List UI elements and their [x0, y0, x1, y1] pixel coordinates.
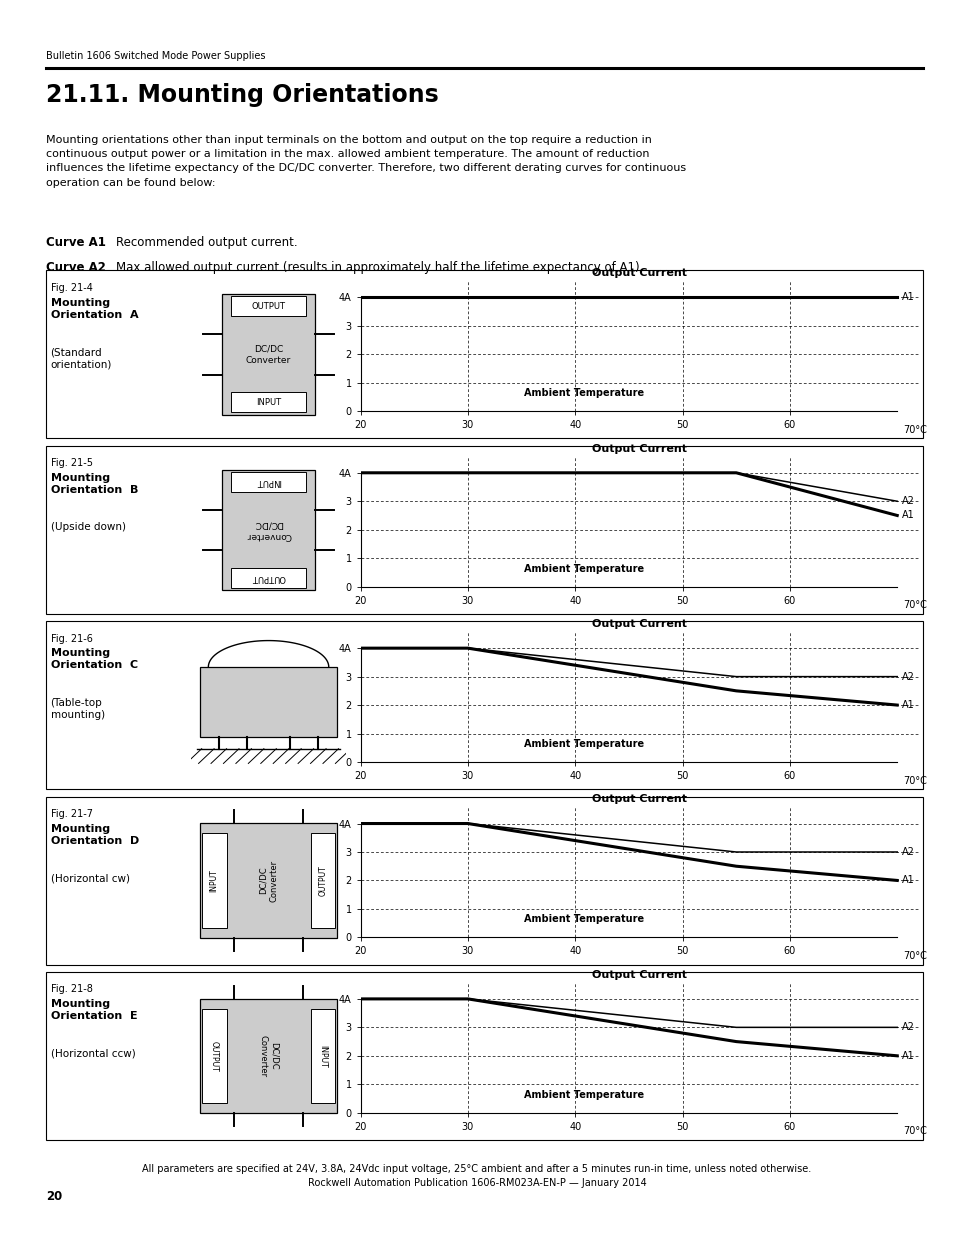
Bar	[222, 294, 314, 415]
Bar	[311, 834, 335, 927]
Text: Fig. 21-7: Fig. 21-7	[51, 809, 92, 819]
Text: 20: 20	[46, 1189, 62, 1203]
Text: (Horizontal cw): (Horizontal cw)	[51, 873, 130, 883]
Bar	[46, 621, 923, 789]
Text: OUTPUT: OUTPUT	[252, 573, 285, 583]
Text: Ambient Temperature: Ambient Temperature	[523, 739, 643, 748]
Text: INPUT: INPUT	[255, 398, 281, 408]
Text: INPUT: INPUT	[318, 1045, 327, 1067]
Text: 70°C: 70°C	[902, 425, 926, 435]
Text: INPUT: INPUT	[210, 869, 218, 892]
Bar	[222, 469, 314, 590]
Text: DC/DC
Converter: DC/DC Converter	[258, 860, 278, 902]
Title: Output Current: Output Current	[592, 619, 686, 629]
Text: A2: A2	[901, 1023, 913, 1032]
Bar	[231, 568, 306, 588]
Text: Ambient Temperature: Ambient Temperature	[523, 914, 643, 924]
Text: Max allowed output current (results in approximately half the lifetime expectanc: Max allowed output current (results in a…	[116, 261, 643, 274]
Text: Mounting
Orientation  E: Mounting Orientation E	[51, 999, 137, 1021]
Text: (Table-top
mounting): (Table-top mounting)	[51, 698, 105, 720]
Text: OUTPUT: OUTPUT	[252, 301, 285, 311]
Text: OUTPUT: OUTPUT	[318, 866, 327, 895]
Text: Fig. 21-6: Fig. 21-6	[51, 634, 92, 643]
Text: Fig. 21-8: Fig. 21-8	[51, 984, 92, 994]
Bar	[46, 270, 923, 438]
Text: Ambient Temperature: Ambient Temperature	[523, 563, 643, 573]
Bar	[231, 472, 306, 492]
Text: Recommended output current.: Recommended output current.	[116, 236, 297, 249]
Bar	[46, 446, 923, 614]
Text: A2: A2	[901, 672, 913, 682]
Text: A2: A2	[901, 496, 913, 506]
Bar	[200, 999, 336, 1113]
Text: OUTPUT: OUTPUT	[210, 1041, 218, 1071]
Text: Curve A2: Curve A2	[46, 261, 106, 274]
Bar	[200, 824, 336, 937]
Text: Fig. 21-5: Fig. 21-5	[51, 458, 92, 468]
Text: Mounting
Orientation  C: Mounting Orientation C	[51, 648, 137, 671]
Title: Output Current: Output Current	[592, 443, 686, 453]
Title: Output Current: Output Current	[592, 969, 686, 979]
Text: A1: A1	[901, 700, 913, 710]
Text: Mounting
Orientation  B: Mounting Orientation B	[51, 473, 138, 495]
Text: DC/DC
Converter: DC/DC Converter	[246, 345, 291, 364]
Text: Bulletin 1606 Switched Mode Power Supplies: Bulletin 1606 Switched Mode Power Suppli…	[46, 51, 265, 61]
Bar	[231, 393, 306, 412]
Text: A1: A1	[901, 510, 913, 520]
Bar	[231, 296, 306, 316]
Text: Mounting orientations other than input terminals on the bottom and output on the: Mounting orientations other than input t…	[46, 135, 685, 188]
Bar	[46, 972, 923, 1140]
Text: A1: A1	[901, 1051, 913, 1061]
Bar	[201, 834, 226, 927]
Text: Ambient Temperature: Ambient Temperature	[523, 388, 643, 398]
Text: (Horizontal ccw): (Horizontal ccw)	[51, 1049, 135, 1058]
Text: Mounting
Orientation  D: Mounting Orientation D	[51, 824, 139, 846]
Bar	[201, 1009, 226, 1103]
Text: Ambient Temperature: Ambient Temperature	[523, 1089, 643, 1099]
Text: Fig. 21-4: Fig. 21-4	[51, 283, 92, 293]
Text: 21.11. Mounting Orientations: 21.11. Mounting Orientations	[46, 83, 438, 106]
Text: A1: A1	[901, 876, 913, 885]
Title: Output Current: Output Current	[592, 268, 686, 278]
Text: Converter
DC/DC: Converter DC/DC	[246, 520, 291, 540]
Text: INPUT: INPUT	[255, 477, 281, 487]
Text: 70°C: 70°C	[902, 776, 926, 785]
Bar	[46, 797, 923, 965]
Bar	[200, 667, 336, 736]
Bar	[311, 1009, 335, 1103]
Text: A1: A1	[901, 293, 913, 303]
Text: 70°C: 70°C	[902, 600, 926, 610]
Text: Curve A1: Curve A1	[46, 236, 106, 249]
Text: DC/DC
Converter: DC/DC Converter	[258, 1035, 278, 1077]
Text: Mounting
Orientation  A: Mounting Orientation A	[51, 298, 138, 320]
Text: (Standard
orientation): (Standard orientation)	[51, 347, 112, 369]
Text: A2: A2	[901, 847, 913, 857]
Text: 70°C: 70°C	[902, 1126, 926, 1136]
Text: (Upside down): (Upside down)	[51, 522, 126, 532]
Title: Output Current: Output Current	[592, 794, 686, 804]
Text: 70°C: 70°C	[902, 951, 926, 961]
Text: All parameters are specified at 24V, 3.8A, 24Vdc input voltage, 25°C ambient and: All parameters are specified at 24V, 3.8…	[142, 1165, 811, 1188]
